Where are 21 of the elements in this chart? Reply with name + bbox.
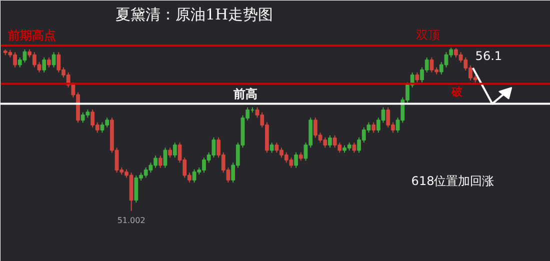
ref-line-label: 前期高点 xyxy=(6,28,56,43)
candlestick xyxy=(158,155,162,168)
ref-line-label: 前高 xyxy=(232,86,258,101)
candlestick xyxy=(294,152,298,168)
candlestick xyxy=(172,142,177,158)
candlestick xyxy=(415,72,420,83)
chart-title: 夏黛清：原油1H走势图 xyxy=(116,6,274,24)
candlestick xyxy=(270,142,274,154)
candlestick xyxy=(168,147,172,158)
candlestick xyxy=(42,56,46,73)
candlestick xyxy=(52,52,56,68)
candlestick xyxy=(328,134,332,148)
candlestick xyxy=(46,56,51,68)
text: 双顶 xyxy=(416,28,440,42)
candlestick xyxy=(163,147,168,168)
annotation: 618位置加回涨 xyxy=(411,174,494,188)
candlestick xyxy=(372,122,376,134)
annotation: 51.002 xyxy=(117,216,146,225)
candlestick xyxy=(352,142,356,154)
annotation: 56.1 xyxy=(475,48,502,63)
ref-line-label: 破 xyxy=(450,86,464,99)
